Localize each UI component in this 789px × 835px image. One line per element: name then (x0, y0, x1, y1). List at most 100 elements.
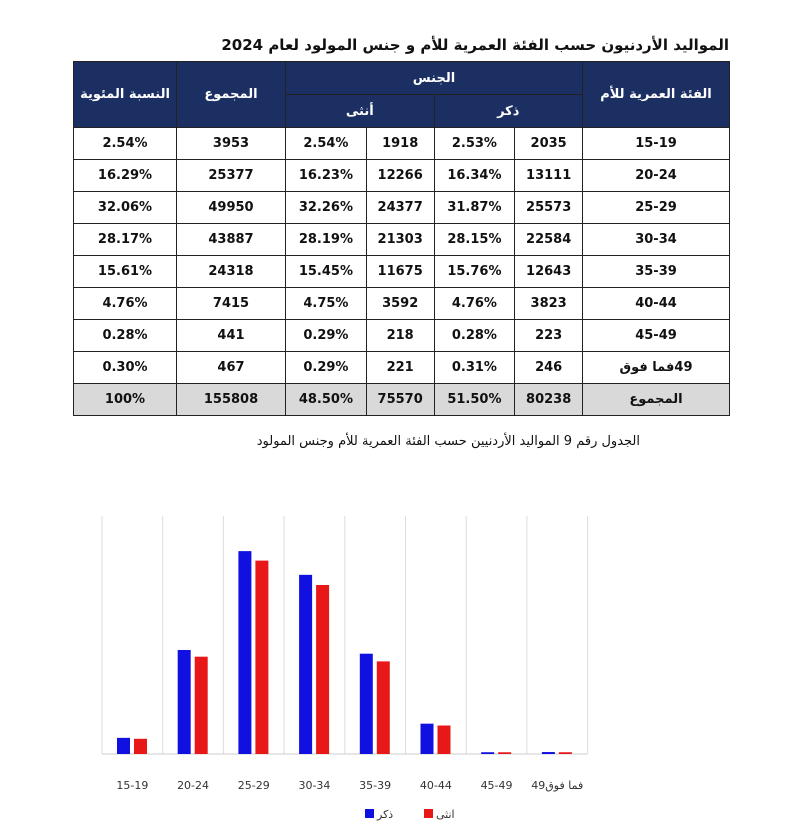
table-cell: 20-24 (582, 159, 730, 192)
table-cell: 32.26% (285, 191, 367, 224)
table-cell: 51.50% (433, 383, 516, 416)
table-cell: 25-29 (582, 191, 730, 224)
births-bar-chart: 15-19 20-24 25-29 30-34 35-39 40-44 45-49 49فما… (101, 516, 589, 821)
x-tick-label: 20-24 (177, 779, 209, 792)
bar (316, 584, 330, 754)
header-male: ذكر (433, 94, 584, 128)
table-cell: 43887 (176, 223, 286, 256)
table-cell: 467 (176, 351, 286, 384)
table-cell: 0.30% (73, 351, 177, 384)
x-tick-label: 49فما فوق (531, 779, 583, 792)
table-cell: 15.45% (285, 255, 367, 288)
table-cell: 155808 (176, 383, 286, 416)
legend-swatch (424, 809, 433, 818)
header-female: أنثى (285, 94, 435, 128)
table-cell: 12266 (365, 159, 435, 192)
table-cell: 16.23% (285, 159, 367, 192)
page-title: المواليد الأردنيون حسب الفئة العمرية للأ… (221, 36, 729, 54)
table-cell: 223 (514, 319, 583, 352)
table-cell: 28.19% (285, 223, 367, 256)
bar (117, 737, 130, 754)
table-row: 45-49 223 0.28% 218 0.29% 441 0.28% (73, 319, 730, 352)
table-cell: 3592 (365, 287, 435, 320)
table-cell: 11675 (365, 255, 435, 288)
table-cell: 80238 (514, 383, 583, 416)
x-tick-label: 25-29 (238, 779, 270, 792)
x-tick-label: 15-19 (116, 779, 148, 792)
table-cell: 31.87% (433, 191, 516, 224)
table-row: 15-19 2035 2.53% 1918 2.54% 3953 2.54% (73, 127, 730, 160)
table-cell: 35-39 (582, 255, 730, 288)
table-row: 49فما فوق 246 0.31% 221 0.29% 467 0.30% (73, 351, 730, 384)
header-percent: النسبة المئوية (73, 61, 177, 128)
table-cell: المجموع (582, 383, 730, 416)
bar (134, 738, 147, 754)
table-cell: 48.50% (285, 383, 367, 416)
table-cell: 24377 (365, 191, 435, 224)
table-cell: 0.31% (433, 351, 516, 384)
table-row: المجموع 80238 51.50% 75570 48.50% 155808 100% (73, 383, 730, 416)
table-cell: 1918 (365, 127, 435, 160)
bar (541, 752, 555, 754)
bar (177, 649, 191, 754)
table-cell: 40-44 (582, 287, 730, 320)
table-cell: 4.75% (285, 287, 367, 320)
bar (194, 656, 208, 754)
x-tick-label: 45-49 (481, 779, 513, 792)
table-cell: 24318 (176, 255, 286, 288)
births-table: الفئة العمرية للأم الجنس المجموع النسبة … (73, 61, 730, 416)
table-cell: 13111 (514, 159, 583, 192)
bar (359, 653, 373, 754)
table-cell: 49950 (176, 191, 286, 224)
bar (238, 551, 252, 754)
legend-label: ذكر (376, 808, 393, 821)
table-cell: 28.17% (73, 223, 177, 256)
table-cell: 4.76% (433, 287, 516, 320)
x-tick-label: 40-44 (420, 779, 452, 792)
table-cell: 16.29% (73, 159, 177, 192)
table-cell: 3823 (514, 287, 583, 320)
table-cell: 4.76% (73, 287, 177, 320)
x-tick-label: 30-34 (298, 779, 330, 792)
x-tick-label: 35-39 (359, 779, 391, 792)
bar (376, 661, 390, 754)
table-cell: 21303 (365, 223, 435, 256)
bar (498, 752, 512, 754)
table-cell: 30-34 (582, 223, 730, 256)
table-cell: 100% (73, 383, 177, 416)
table-cell: 2035 (514, 127, 583, 160)
table-cell: 15-19 (582, 127, 730, 160)
bar (437, 725, 451, 754)
table-cell: 22584 (514, 223, 583, 256)
table-cell: 15.76% (433, 255, 516, 288)
header-age: الفئة العمرية للأم (582, 61, 730, 128)
table-cell: 0.28% (73, 319, 177, 352)
table-row: 25-29 25573 31.87% 24377 32.26% 49950 32.06% (73, 191, 730, 224)
bar (255, 560, 269, 754)
table-cell: 49فما فوق (582, 351, 730, 384)
table-cell: 2.54% (73, 127, 177, 160)
table-cell: 25573 (514, 191, 583, 224)
table-cell: 2.54% (285, 127, 367, 160)
table-cell: 28.15% (433, 223, 516, 256)
table-cell: 15.61% (73, 255, 177, 288)
table-cell: 45-49 (582, 319, 730, 352)
bar (558, 752, 572, 754)
header-sex: الجنس (285, 61, 583, 95)
bar (420, 723, 434, 754)
legend-label: انثى (436, 808, 455, 821)
table-cell: 3953 (176, 127, 286, 160)
table-row: 20-24 13111 16.34% 12266 16.23% 25377 16.29% (73, 159, 730, 192)
table-cell: 0.29% (285, 319, 367, 352)
table-cell: 7415 (176, 287, 286, 320)
table-cell: 441 (176, 319, 286, 352)
bar (481, 752, 495, 754)
table-cell: 0.29% (285, 351, 367, 384)
legend-swatch (365, 809, 374, 818)
table-cell: 246 (514, 351, 583, 384)
table-cell: 12643 (514, 255, 583, 288)
header-total: المجموع (176, 61, 286, 128)
table-row: 40-44 3823 4.76% 3592 4.75% 7415 4.76% (73, 287, 730, 320)
table-cell: 2.53% (433, 127, 516, 160)
